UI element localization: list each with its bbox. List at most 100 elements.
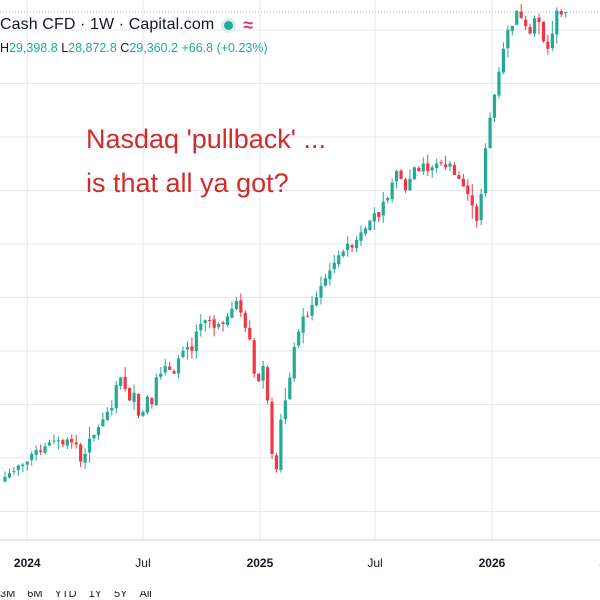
candle-body	[363, 228, 368, 234]
range-ytd[interactable]: YTD	[54, 591, 77, 600]
candle	[412, 166, 416, 181]
candle-body	[350, 245, 354, 248]
wave-icon[interactable]: ≈	[243, 15, 254, 35]
candle	[7, 468, 12, 479]
candle	[372, 207, 376, 230]
candle-body	[274, 455, 279, 470]
candle	[176, 355, 181, 379]
candle	[141, 410, 145, 417]
candle-body	[92, 434, 96, 439]
candle-body	[395, 171, 399, 182]
candle	[381, 191, 385, 223]
candle	[70, 434, 74, 449]
candle	[395, 169, 399, 189]
candle-body	[417, 167, 421, 172]
candle	[74, 434, 78, 449]
symbol-title[interactable]: Cash CFD · 1W · Capital.com	[0, 16, 215, 33]
candle-body	[270, 401, 274, 454]
candle	[541, 21, 546, 43]
candle-body	[457, 175, 461, 179]
candle-body	[475, 206, 479, 221]
candle-body	[123, 376, 127, 389]
candle-body	[217, 324, 221, 328]
candle	[234, 296, 238, 311]
candle-body	[559, 11, 563, 15]
candle-body	[12, 471, 16, 473]
candle	[314, 291, 319, 307]
candle-body	[279, 419, 283, 471]
range-all[interactable]: All	[139, 591, 152, 600]
range-1y[interactable]: 1Y	[88, 591, 103, 600]
candle	[377, 212, 381, 223]
range-bar: 3M 6M YTD 1Y 5Y All	[0, 591, 600, 600]
candle	[492, 93, 497, 123]
candle	[443, 155, 448, 170]
candle	[279, 413, 283, 473]
candle-body	[341, 251, 345, 256]
candle	[181, 346, 185, 359]
candle-body	[70, 438, 74, 443]
title-row: Cash CFD · 1W · Capital.com ≈	[0, 15, 253, 35]
candle-body	[484, 148, 488, 194]
candle	[92, 434, 96, 442]
candle	[426, 154, 430, 176]
candle	[363, 226, 368, 236]
candle-body	[292, 346, 296, 379]
range-5y[interactable]: 5Y	[114, 591, 128, 600]
candle-body	[190, 346, 194, 351]
candle	[417, 165, 421, 172]
candle-body	[541, 21, 546, 42]
candle	[194, 324, 198, 359]
candle-body	[39, 450, 43, 453]
candle	[154, 373, 158, 406]
candle	[328, 262, 332, 286]
candle	[479, 188, 483, 226]
candle-body	[323, 278, 327, 286]
candle-body	[261, 366, 265, 381]
candle-body	[332, 262, 336, 270]
candle	[203, 319, 207, 332]
candle-body	[239, 300, 243, 313]
candle	[217, 322, 221, 330]
candle	[283, 387, 287, 425]
candle-body	[101, 419, 105, 427]
candle-body	[96, 427, 101, 436]
candle	[386, 196, 390, 204]
chart-header: Cash CFD · 1W · Capital.com ≈ H29,398.8 …	[0, 0, 600, 62]
candle	[408, 169, 412, 192]
candle	[354, 236, 359, 253]
low-label: L	[61, 41, 69, 55]
candle	[105, 407, 109, 421]
candle-body	[515, 10, 519, 25]
candle-body	[141, 411, 145, 416]
candle-body	[7, 473, 12, 478]
candle-body	[297, 331, 301, 346]
candle	[346, 235, 350, 257]
candle-body	[119, 377, 123, 386]
candle	[79, 442, 83, 467]
candle	[221, 320, 225, 332]
candle-body	[16, 465, 20, 471]
candle-body	[185, 346, 190, 350]
low-value: 28,872.8	[68, 41, 117, 55]
range-3m[interactable]: 3M	[0, 591, 16, 600]
candle	[185, 341, 190, 360]
candle	[359, 225, 363, 246]
candle	[399, 169, 403, 180]
candle	[510, 25, 514, 36]
candle-body	[3, 476, 7, 482]
candle	[497, 67, 501, 99]
candle-body	[479, 194, 483, 221]
candle	[239, 293, 243, 318]
candle	[274, 452, 279, 473]
candle	[21, 462, 25, 473]
candle	[537, 13, 541, 35]
range-6m[interactable]: 6M	[27, 591, 43, 600]
candle	[506, 25, 510, 58]
candle-body	[359, 232, 363, 241]
candle	[270, 397, 274, 459]
candle-body	[150, 398, 154, 405]
candle-body	[132, 392, 136, 402]
candle-body	[136, 393, 141, 416]
